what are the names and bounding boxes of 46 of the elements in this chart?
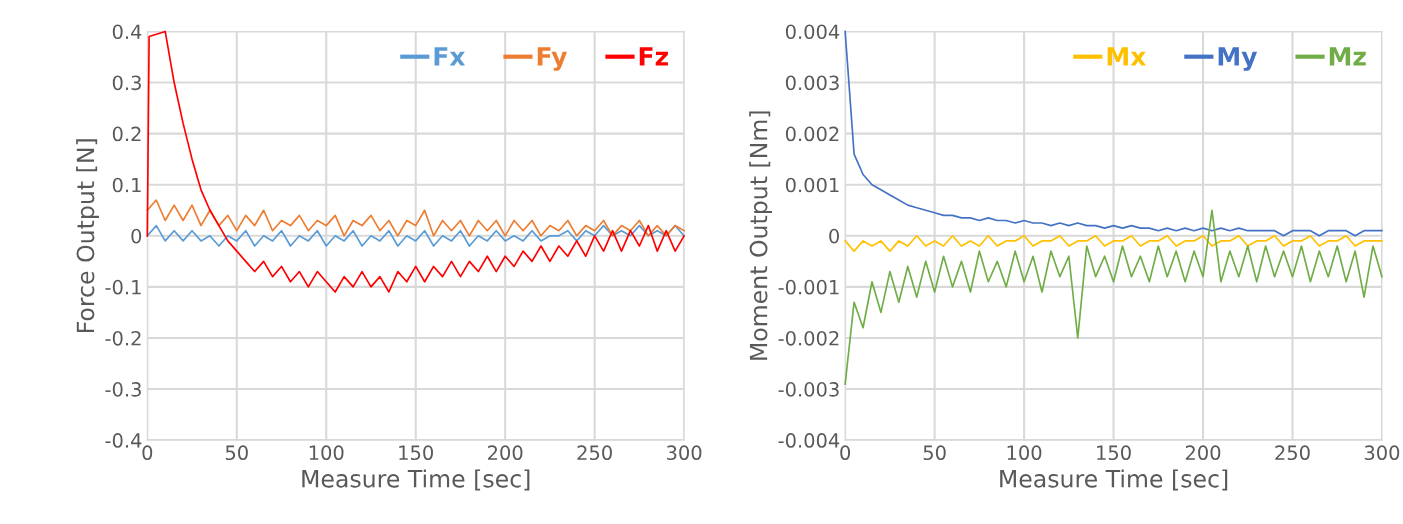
y-tick-label: 0.3 [112,75,141,91]
y-tick-label: -0.1 [105,279,141,295]
x-axis-title: Measure Time [sec] [302,469,530,491]
x-axis-title: Measure Time [sec] [1000,469,1228,491]
y-tick-label: -0.004 [778,433,840,448]
x-tick-label: 200 [1185,445,1221,461]
y-tick-label: 0 [829,228,839,244]
x-tick-label: 150 [399,445,433,461]
x-tick-label: 0 [840,445,851,461]
x-tick-label: 100 [309,445,344,461]
y-tick-label: 0.4 [112,24,142,40]
line-series [844,234,1383,252]
y-tick-label: 0.002 [785,126,839,142]
line-series [146,199,685,237]
y-tick-label: 0 [131,228,142,244]
x-tick-label: 50 [225,445,248,461]
x-tick-label: 0 [142,445,153,461]
y-tick-label: -0.002 [778,330,839,346]
y-axis-title: Force Output [N] [76,139,99,332]
x-tick-label: 200 [488,445,523,461]
legend-label: Mz [1329,47,1366,66]
y-tick-label: 0.2 [112,126,141,142]
y-tick-label: -0.2 [105,330,141,346]
y-tick-label: 0.1 [112,177,141,193]
line-series [844,209,1383,385]
y-axis-title: Moment Output [Nm] [749,111,773,360]
x-tick-label: 250 [1275,445,1310,461]
y-tick-label: 0.003 [785,75,839,91]
x-tick-label: 300 [1364,445,1400,461]
x-tick-label: 250 [577,445,612,461]
x-tick-label: 300 [667,445,702,461]
legend-label: My [1218,47,1258,71]
y-tick-label: -0.001 [778,279,839,295]
legend-label: Mx [1107,47,1146,66]
legend-label: Fz [639,47,668,66]
y-tick-label: -0.003 [778,382,839,397]
y-tick-label: -0.4 [105,433,142,448]
x-tick-label: 150 [1097,445,1131,461]
x-tick-label: 50 [923,445,946,461]
legend-label: Fy [537,47,568,71]
y-tick-label: 0.004 [785,24,840,40]
line-series [146,224,685,247]
y-tick-label: 0.001 [785,177,839,193]
y-tick-label: -0.3 [105,382,141,397]
legend-label: Fx [434,47,466,66]
x-tick-label: 100 [1007,445,1042,461]
